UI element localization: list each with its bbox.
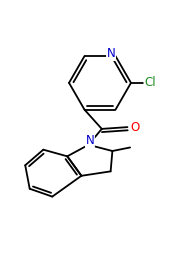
Text: N: N [107, 47, 115, 60]
Text: N: N [85, 134, 94, 147]
Text: O: O [130, 121, 139, 134]
Text: Cl: Cl [144, 76, 156, 89]
